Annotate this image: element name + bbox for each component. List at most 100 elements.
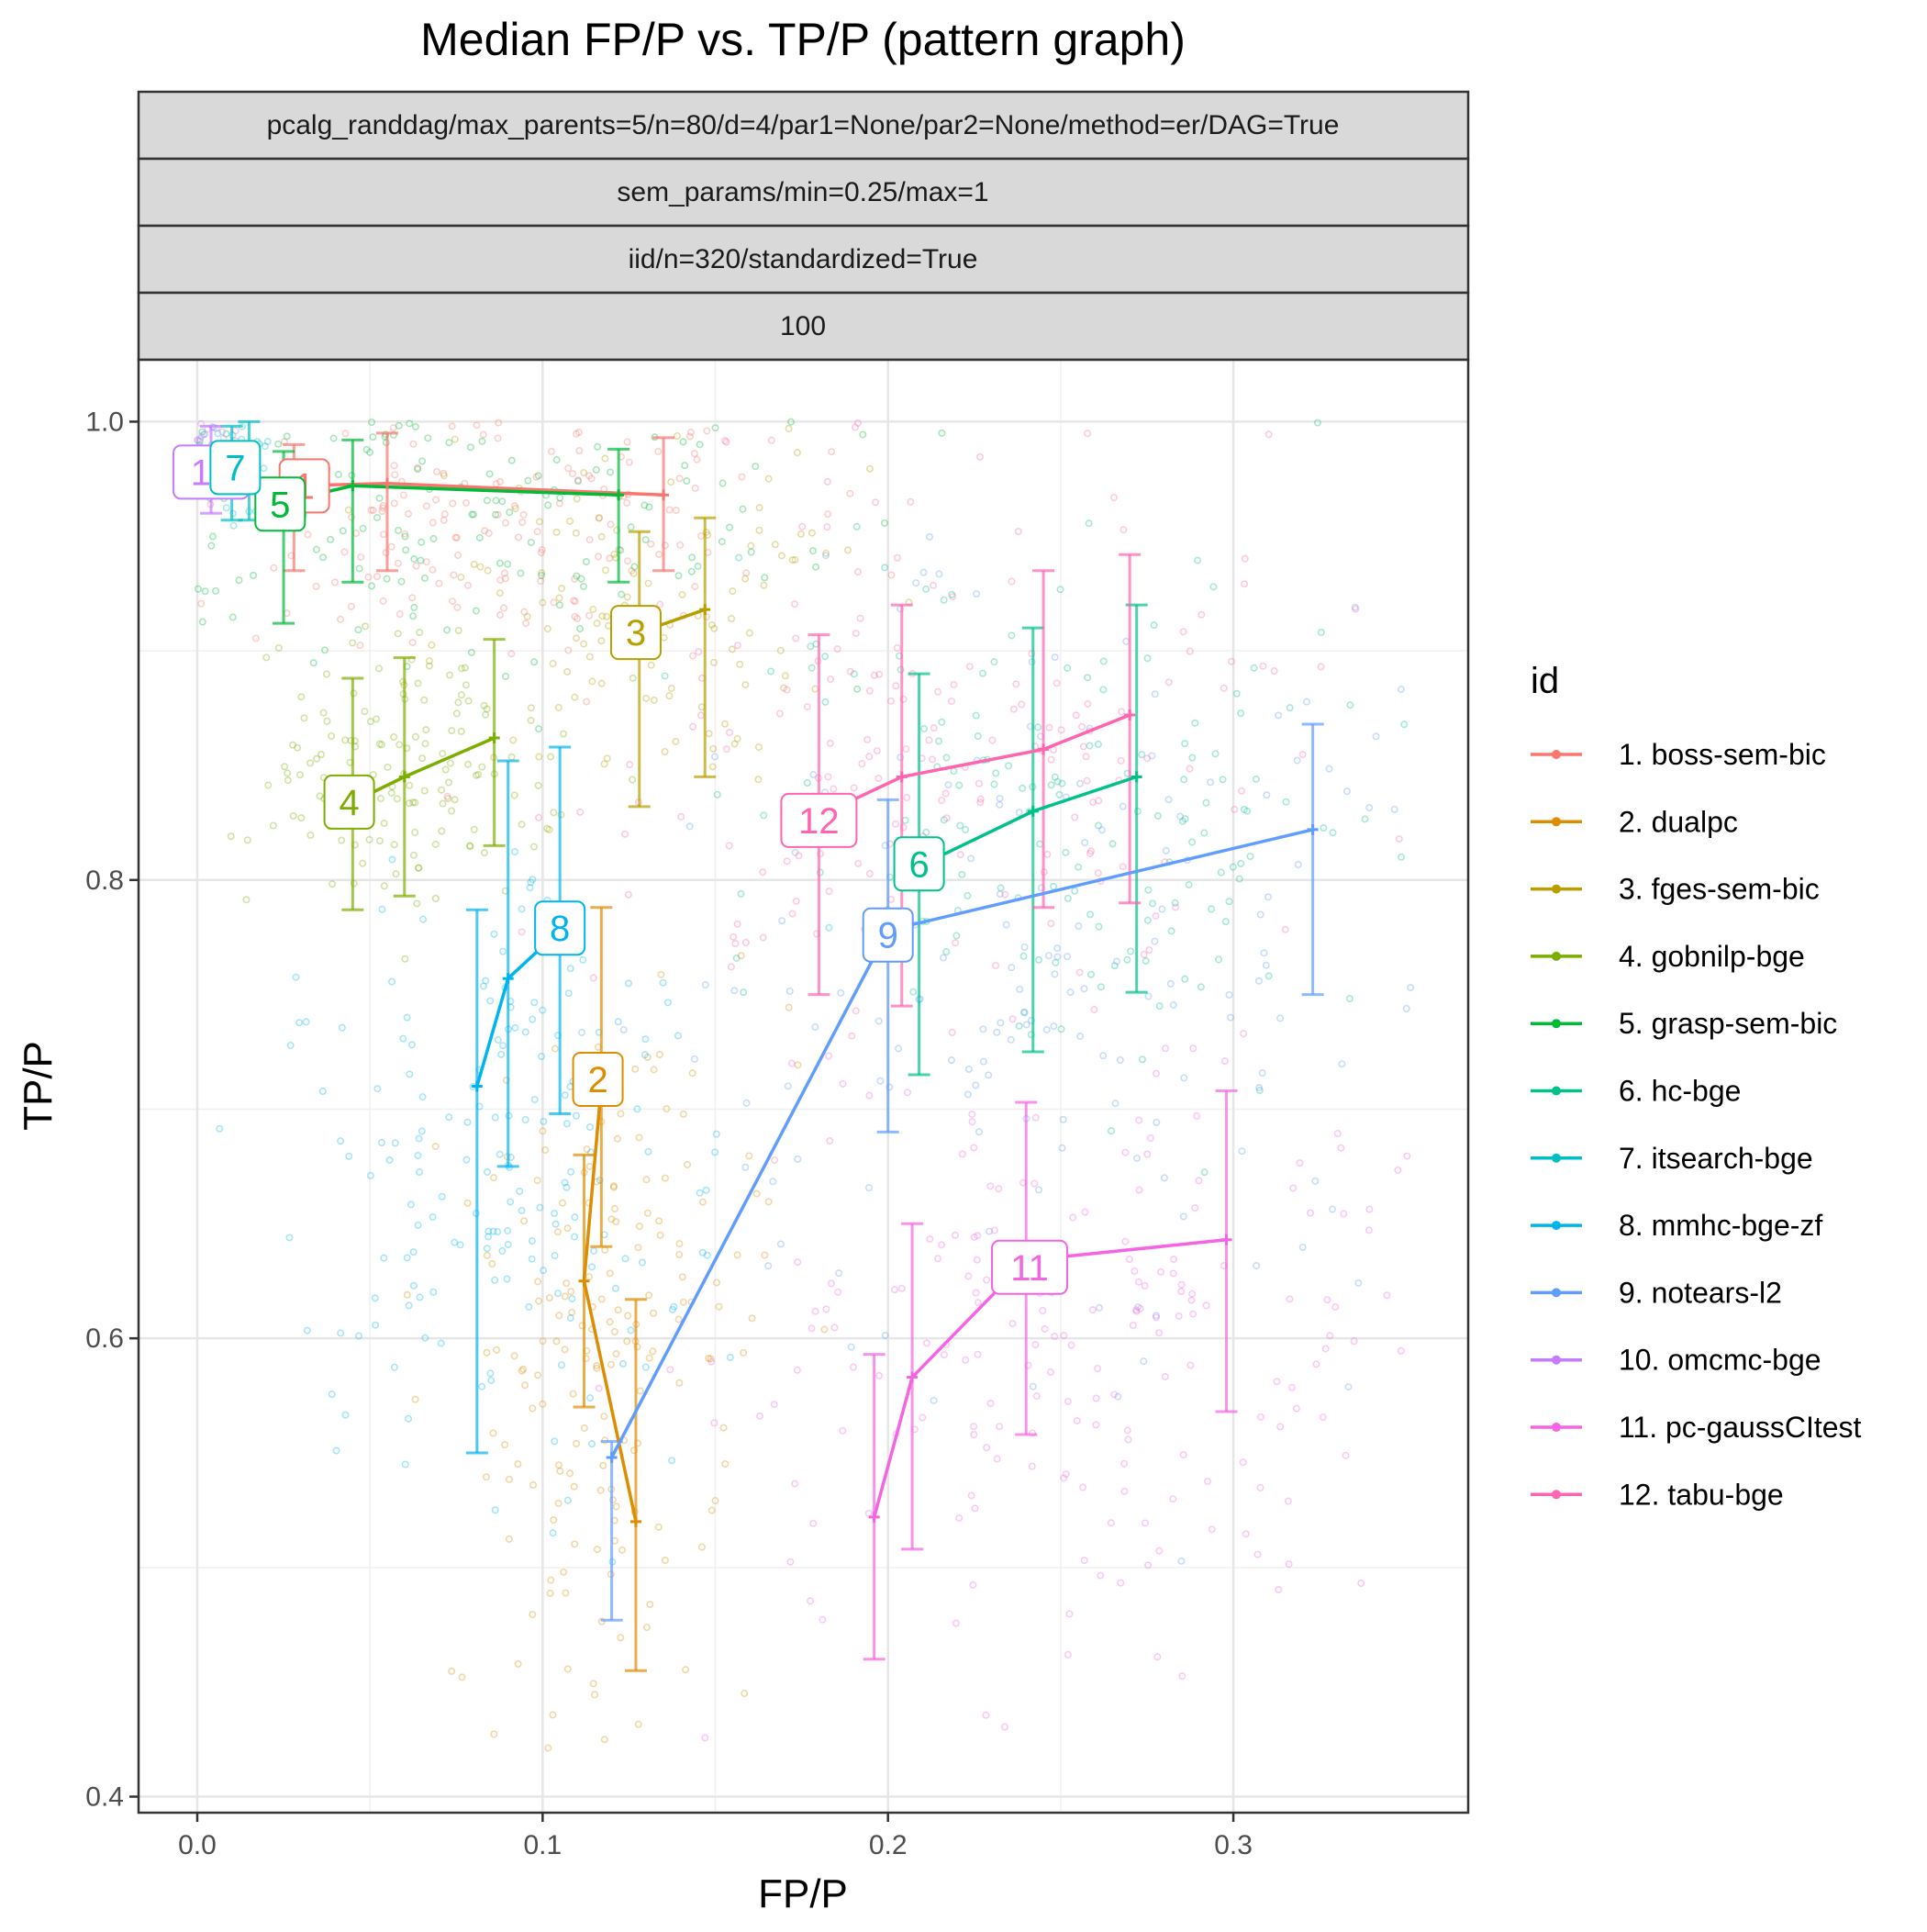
scatter-point xyxy=(1099,1052,1108,1060)
scatter-point xyxy=(294,743,302,752)
scatter-point xyxy=(366,718,374,726)
scatter-point xyxy=(583,698,591,706)
scatter-point xyxy=(466,843,474,851)
scatter-point xyxy=(655,1217,663,1225)
scatter-point xyxy=(201,587,209,596)
scatter-point xyxy=(537,577,545,586)
scatter-point xyxy=(824,773,832,781)
scatter-point xyxy=(1317,663,1325,671)
scatter-point xyxy=(1109,494,1118,502)
scatter-point xyxy=(361,708,369,716)
scatter-point xyxy=(607,520,615,529)
scatter-point xyxy=(414,463,422,472)
scatter-point xyxy=(741,1690,749,1698)
scatter-point xyxy=(712,1130,720,1138)
scatter-point xyxy=(274,643,283,652)
scatter-point xyxy=(322,670,330,678)
plot-panel xyxy=(139,360,1468,1813)
scatter-point xyxy=(930,724,938,732)
scatter-point xyxy=(897,1284,906,1292)
scatter-point xyxy=(300,714,308,722)
legend-item: 4. gobnilp-bge xyxy=(1531,940,1805,973)
scatter-point xyxy=(729,587,737,596)
scatter-point xyxy=(445,778,453,787)
y-tick-label: 0.8 xyxy=(85,865,124,896)
scatter-point xyxy=(1081,839,1089,847)
scatter-point xyxy=(684,1160,692,1168)
scatter-point xyxy=(785,987,794,995)
scatter-point xyxy=(623,438,631,446)
scatter-point xyxy=(970,1423,978,1431)
scatter-point xyxy=(640,501,649,509)
scatter-point xyxy=(1144,992,1153,1000)
scatter-point xyxy=(1031,1113,1040,1122)
scatter-point xyxy=(1134,1303,1142,1312)
scatter-point xyxy=(494,510,502,519)
scatter-point xyxy=(387,788,395,797)
scatter-point xyxy=(806,1597,814,1605)
scatter-point xyxy=(1143,654,1152,663)
scatter-point xyxy=(1065,1610,1074,1618)
scatter-point xyxy=(448,727,456,735)
scatter-point xyxy=(431,840,440,848)
scatter-point xyxy=(296,771,305,779)
scatter-point xyxy=(409,1248,418,1256)
scatter-point xyxy=(678,1273,686,1281)
series-label-text: 4 xyxy=(339,783,359,823)
scatter-point xyxy=(650,1309,658,1317)
scatter-point xyxy=(1240,1030,1248,1038)
scatter-point xyxy=(875,1371,884,1379)
scatter-point xyxy=(668,1305,676,1313)
scatter-point xyxy=(1189,1044,1197,1053)
legend-label: 8. mmhc-bge-zf xyxy=(1619,1209,1822,1242)
scatter-point xyxy=(1143,1150,1152,1158)
scatter-point xyxy=(458,664,466,673)
scatter-point xyxy=(721,1459,730,1468)
scatter-point xyxy=(967,1491,975,1500)
scatter-point xyxy=(627,523,635,531)
scatter-point xyxy=(394,630,402,638)
scatter-point xyxy=(589,605,597,613)
scatter-point xyxy=(543,824,551,832)
scatter-point xyxy=(1095,821,1103,830)
scatter-point xyxy=(359,859,367,867)
scatter-point xyxy=(635,1134,643,1142)
scatter-point xyxy=(623,557,631,565)
scatter-point xyxy=(1001,890,1009,899)
scatter-point xyxy=(262,653,271,662)
scatter-point xyxy=(554,1499,563,1507)
scatter-point xyxy=(982,1711,990,1719)
scatter-point xyxy=(952,939,960,947)
scatter-point xyxy=(448,807,456,815)
scatter-point xyxy=(881,1332,889,1340)
scatter-point xyxy=(1071,887,1079,895)
scatter-point xyxy=(645,1354,653,1362)
series-label-box: 8 xyxy=(534,900,586,956)
scatter-point xyxy=(1253,1550,1262,1558)
scatter-point xyxy=(1029,1382,1037,1390)
scatter-point xyxy=(422,558,430,566)
scatter-point xyxy=(407,1201,415,1209)
scatter-point xyxy=(728,645,736,653)
scatter-point xyxy=(1311,1177,1320,1185)
scatter-point xyxy=(643,1053,652,1061)
scatter-point xyxy=(1177,1280,1186,1289)
scatter-point xyxy=(1237,709,1245,718)
scatter-point xyxy=(1051,653,1059,662)
scatter-point xyxy=(523,612,531,620)
scatter-point xyxy=(1127,947,1135,955)
series-label-box: 6 xyxy=(893,836,945,892)
scatter-point xyxy=(520,608,529,616)
scatter-point xyxy=(1090,1006,1098,1014)
scatter-point xyxy=(494,1036,502,1044)
scatter-point xyxy=(454,698,462,707)
scatter-point xyxy=(701,1734,709,1742)
scatter-point xyxy=(1053,679,1061,687)
scatter-point xyxy=(1053,777,1062,786)
scatter-point xyxy=(1155,1547,1164,1555)
scatter-point xyxy=(874,775,883,783)
scatter-point xyxy=(372,1321,380,1329)
scatter-point xyxy=(563,1224,572,1233)
scatter-point xyxy=(970,1430,978,1438)
scatter-point xyxy=(742,1099,751,1107)
